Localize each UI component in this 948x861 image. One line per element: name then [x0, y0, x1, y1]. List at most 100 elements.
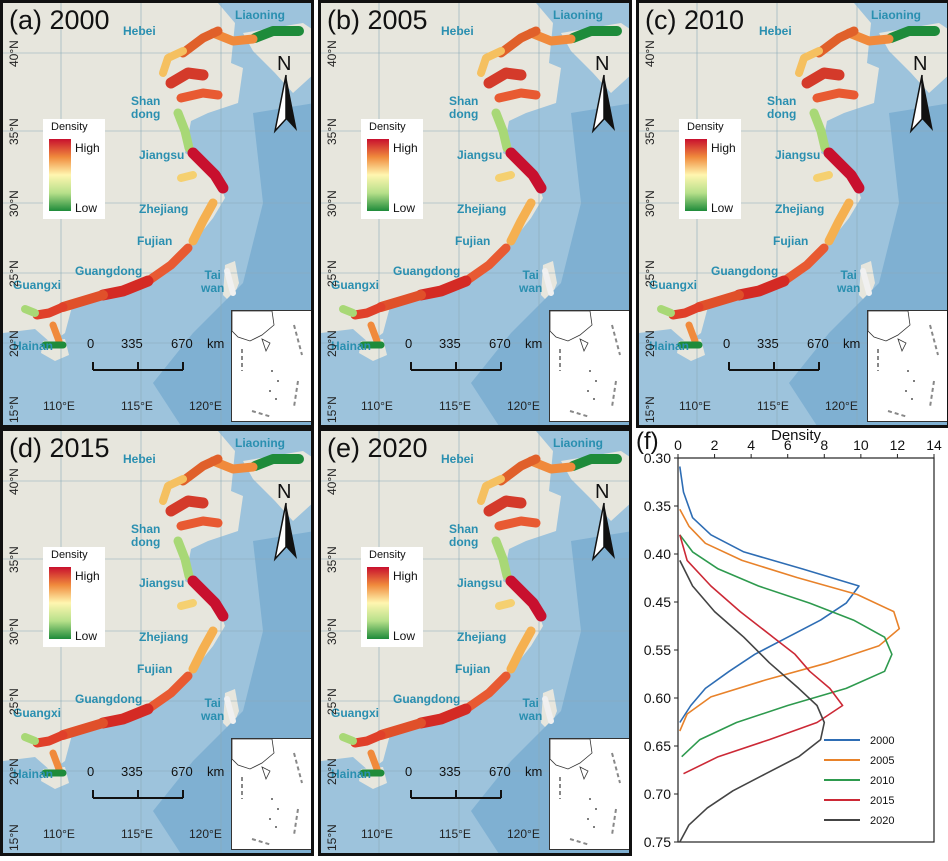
x-tick-label: 12: [890, 437, 906, 453]
map-panel-2020: (e) 2020 Liaoning Hebei Shan dong Jiangsu…: [318, 428, 632, 856]
south-china-sea-inset: [549, 310, 629, 422]
inset-map: [549, 738, 621, 846]
lon-tick: 120°E: [507, 827, 540, 841]
panel-title: (e) 2020: [327, 433, 428, 463]
lat-tick: 35°N: [7, 546, 21, 573]
lat-tick: 30°N: [7, 190, 21, 217]
label-zhejiang: Zhejiang: [139, 202, 189, 216]
density-legend: Density High Low: [361, 547, 423, 647]
label-guangxi: Guangxi: [331, 278, 380, 292]
north-arrow-icon: [909, 74, 933, 134]
lat-tick: 15°N: [643, 396, 657, 423]
series-line-2020: [679, 560, 826, 843]
y-tick-label: 0.45: [644, 594, 671, 610]
legend-high-label: High: [711, 141, 736, 155]
legend-title: Density: [369, 549, 406, 561]
legend-label-2015: 2015: [870, 795, 894, 807]
south-china-sea-inset: [231, 738, 311, 850]
label-hebei: Hebei: [441, 24, 474, 38]
legend-low-label: Low: [393, 629, 416, 643]
lon-tick: 120°E: [189, 827, 222, 841]
scale-tick-2: 670: [489, 336, 511, 351]
legend-label-2000: 2000: [870, 735, 894, 747]
legend-high-label: High: [393, 569, 418, 583]
lat-tick: 20°N: [643, 330, 657, 357]
lat-tick: 20°N: [7, 330, 21, 357]
legend-low-label: Low: [393, 201, 416, 215]
scale-tick-2: 670: [171, 764, 193, 779]
y-tick-label: 0.75: [644, 834, 671, 850]
series-line-2010: [679, 534, 893, 758]
lat-tick: 35°N: [325, 546, 339, 573]
lon-tick: 110°E: [361, 399, 393, 413]
lon-tick: 110°E: [361, 827, 393, 841]
legend-high-label: High: [75, 141, 100, 155]
series-line-2005: [679, 508, 901, 732]
density-legend: Density High Low: [43, 547, 105, 647]
lat-tick: 15°N: [7, 396, 21, 423]
scale-tick-0: 0: [723, 336, 731, 351]
lat-tick: 25°N: [7, 688, 21, 715]
x-tick-label: 0: [674, 437, 682, 453]
label-hainan: Hainan: [649, 339, 690, 353]
label-hebei: Hebei: [441, 452, 474, 466]
scale-tick-0: 0: [405, 336, 413, 351]
lat-tick: 35°N: [643, 118, 657, 145]
legend-high-label: High: [75, 569, 100, 583]
label-liaoning: Liaoning: [553, 8, 603, 22]
scale-bar-line: [728, 362, 820, 371]
legend-color-ramp: [685, 139, 707, 211]
label-zhejiang: Zhejiang: [457, 202, 507, 216]
lat-tick: 35°N: [325, 118, 339, 145]
legend-high-label: High: [393, 141, 418, 155]
scale-tick-1: 335: [121, 336, 143, 351]
lat-tick: 20°N: [325, 330, 339, 357]
panel-title: (c) 2010: [645, 5, 745, 35]
north-arrow-label: N: [277, 53, 292, 75]
x-tick-label: 8: [820, 437, 828, 453]
y-tick-label: 0.40: [644, 546, 671, 562]
label-shandong: Shan dong: [131, 94, 161, 121]
label-liaoning: Liaoning: [553, 436, 603, 450]
label-taiwan: Tai wan: [519, 268, 543, 295]
lon-tick: 110°E: [43, 827, 75, 841]
lat-tick: 15°N: [325, 824, 339, 851]
scale-bar: 0 335 670 km: [83, 764, 253, 804]
panel-title: (d) 2015: [9, 433, 110, 463]
label-hebei: Hebei: [759, 24, 792, 38]
north-arrow-icon: [273, 74, 297, 134]
series-line-2015: [679, 534, 844, 775]
lon-tick: 115°E: [121, 399, 153, 413]
lon-tick: 120°E: [189, 399, 222, 413]
label-jiangsu: Jiangsu: [457, 576, 503, 590]
legend-label-2010: 2010: [870, 775, 894, 787]
label-taiwan: Tai wan: [201, 268, 225, 295]
x-tick-label: 4: [747, 437, 755, 453]
scale-tick-1: 335: [757, 336, 779, 351]
legend-color-ramp: [49, 139, 71, 211]
label-taiwan: Tai wan: [837, 268, 861, 295]
label-liaoning: Liaoning: [235, 436, 285, 450]
north-arrow-label: N: [913, 53, 928, 75]
plot-area: [677, 457, 935, 843]
label-shandong: Shan dong: [767, 94, 797, 121]
lat-tick: 15°N: [7, 824, 21, 851]
label-hainan: Hainan: [331, 339, 372, 353]
lat-tick: 40°N: [7, 40, 21, 67]
lat-tick: 35°N: [7, 118, 21, 145]
legend-color-ramp: [367, 567, 389, 639]
inset-map: [231, 310, 303, 418]
map-panel-2005: (b) 2005 Liaoning Hebei Shan dong Jiangsu…: [318, 0, 632, 428]
density-curve-panel: (f) Density 0 2 4 6 8 10 12 14 0.30 0.35 0.40 0.45 0.…: [628, 427, 948, 856]
label-guangdong: Guangdong: [711, 264, 779, 278]
y-tick-label: 0.65: [644, 738, 671, 754]
scale-tick-1: 335: [121, 764, 143, 779]
scale-tick-1: 335: [439, 336, 461, 351]
scale-bar-line: [92, 362, 184, 371]
legend-label-2020: 2020: [870, 815, 894, 827]
north-arrow-icon: [591, 74, 615, 134]
scale-tick-1: 335: [439, 764, 461, 779]
legend-label-2005: 2005: [870, 755, 894, 767]
north-arrow-icon: [591, 502, 615, 562]
lon-tick: 120°E: [507, 399, 540, 413]
